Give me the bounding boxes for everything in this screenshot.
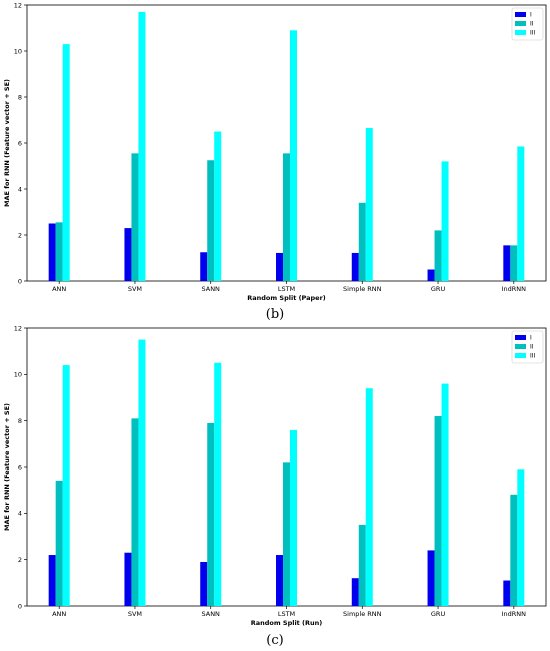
bar-i: [276, 252, 283, 281]
y-tick-label: 12: [14, 1, 22, 9]
bar-iii: [517, 469, 525, 606]
x-tick-label: LSTM: [278, 285, 295, 293]
bar-iii: [62, 44, 70, 281]
y-tick-label: 2: [18, 556, 22, 564]
legend-swatch: [515, 344, 526, 349]
bar-ii: [434, 230, 442, 281]
x-tick-label: Simple RNN: [343, 610, 382, 618]
bar-iii: [214, 131, 222, 281]
bar-ii: [55, 222, 63, 281]
x-tick-label: GRU: [431, 285, 446, 293]
bar-ii: [358, 202, 366, 281]
y-tick-label: 10: [14, 47, 22, 55]
bar-i: [200, 252, 208, 281]
bar-iii: [441, 161, 449, 281]
x-tick-label: ANN: [52, 610, 66, 618]
legend-swatch: [515, 353, 526, 358]
y-tick-label: 6: [18, 463, 22, 471]
x-tick-label: IndRNN: [502, 610, 527, 618]
x-tick-label: GRU: [431, 610, 446, 618]
x-tick-label: SANN: [202, 610, 221, 618]
bar-ii: [283, 462, 290, 606]
chart-panel: 0 2 4 6 8 10 12 ANN SVM SANN LSTM Simple RNN GRU IndR…: [3, 324, 547, 648]
legend-swatch: [515, 21, 526, 26]
y-tick-label: 4: [18, 510, 22, 518]
legend-label: III: [530, 30, 536, 37]
bar-iii: [62, 365, 70, 606]
x-axis-label: Random Split (Run): [251, 619, 323, 627]
bar-ii: [207, 422, 215, 606]
bar-i: [124, 552, 132, 606]
bar-iii: [441, 383, 449, 606]
bar-iii: [214, 362, 222, 606]
legend-swatch: [515, 12, 526, 17]
bar-i: [503, 580, 511, 606]
bar-ii: [510, 245, 518, 281]
bar-iii: [365, 388, 373, 606]
x-tick-label: IndRNN: [502, 285, 527, 293]
bar-iii: [138, 11, 146, 282]
y-tick-label: 4: [18, 185, 22, 193]
bar-ii: [283, 153, 290, 281]
legend-label: II: [530, 21, 534, 28]
bar-iii: [290, 30, 297, 281]
legend-label: II: [530, 344, 534, 351]
x-axis-label: Random Split (Paper): [247, 294, 326, 302]
x-tick-label: Simple RNN: [343, 285, 382, 293]
x-tick-label: SVM: [128, 285, 142, 293]
bar-ii: [131, 153, 139, 281]
y-tick-label: 2: [18, 231, 22, 239]
panel-caption: (c): [266, 633, 283, 648]
bar-ii: [358, 524, 366, 606]
bar-iii: [290, 429, 297, 606]
bar-ii: [131, 418, 139, 606]
x-tick-label: SVM: [128, 610, 142, 618]
chart-panel: 0 2 4 6 8 10 12 ANN SVM SANN LSTM Simple RNN GRU IndR…: [3, 1, 547, 322]
y-tick-label: 8: [18, 93, 22, 101]
bar-iii: [365, 128, 373, 281]
legend-label: III: [530, 353, 536, 360]
bar-i: [48, 223, 56, 281]
bar-i: [200, 561, 208, 606]
y-tick-label: 6: [18, 139, 22, 147]
y-axis-label: MAE for RNN (Feature vector + SE): [3, 403, 11, 531]
bar-i: [427, 550, 435, 606]
bar-i: [48, 555, 56, 606]
bar-ii: [55, 480, 63, 606]
bar-i: [351, 578, 359, 606]
x-tick-label: LSTM: [278, 610, 295, 618]
legend-label: I: [530, 12, 532, 19]
x-tick-label: SANN: [202, 285, 221, 293]
bar-iii: [517, 146, 525, 281]
bar-i: [124, 228, 132, 281]
y-tick-label: 10: [14, 371, 22, 379]
y-axis-label: MAE for RNN (Feature vector + SE): [3, 79, 11, 207]
bar-i: [503, 245, 511, 281]
panel-caption: (b): [266, 307, 284, 322]
bar-ii: [434, 416, 442, 606]
bar-ii: [510, 494, 518, 606]
bar-i: [427, 269, 435, 281]
legend-label: I: [530, 335, 532, 342]
y-tick-label: 12: [14, 324, 22, 332]
bar-iii: [138, 339, 146, 606]
bar-ii: [207, 160, 215, 281]
bar-i: [276, 555, 283, 606]
y-tick-label: 0: [18, 602, 22, 610]
y-tick-label: 8: [18, 417, 22, 425]
bar-i: [351, 252, 359, 281]
legend-swatch: [515, 30, 526, 35]
x-tick-label: ANN: [52, 285, 66, 293]
legend-swatch: [515, 335, 526, 340]
y-tick-label: 0: [18, 277, 22, 285]
